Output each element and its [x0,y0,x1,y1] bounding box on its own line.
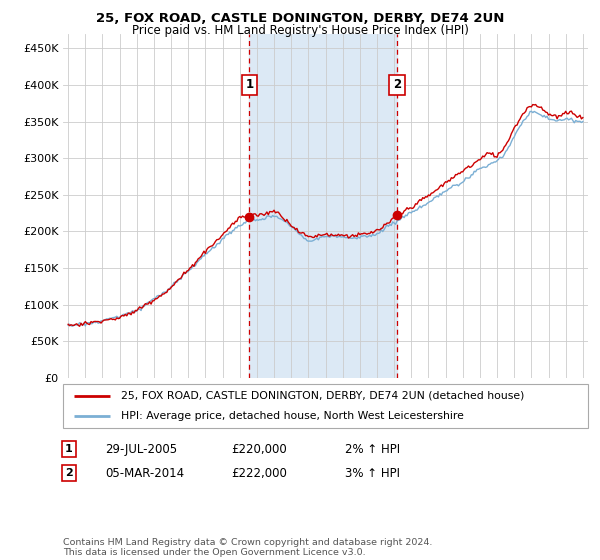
Text: 2: 2 [393,78,401,91]
Text: 25, FOX ROAD, CASTLE DONINGTON, DERBY, DE74 2UN (detached house): 25, FOX ROAD, CASTLE DONINGTON, DERBY, D… [121,391,524,401]
Text: 25, FOX ROAD, CASTLE DONINGTON, DERBY, DE74 2UN: 25, FOX ROAD, CASTLE DONINGTON, DERBY, D… [96,12,504,25]
Bar [250,34,397,378]
Text: 2% ↑ HPI: 2% ↑ HPI [345,442,400,456]
Text: 1: 1 [245,78,254,91]
Text: 3% ↑ HPI: 3% ↑ HPI [345,466,400,480]
Text: Contains HM Land Registry data © Crown copyright and database right 2024.
This d: Contains HM Land Registry data © Crown c… [63,538,433,557]
Text: Price paid vs. HM Land Registry's House Price Index (HPI): Price paid vs. HM Land Registry's House … [131,24,469,37]
Text: HPI: Average price, detached house, North West Leicestershire: HPI: Average price, detached house, Nort… [121,411,464,421]
Text: £220,000: £220,000 [231,442,287,456]
Text: 29-JUL-2005: 29-JUL-2005 [105,442,177,456]
Text: 05-MAR-2014: 05-MAR-2014 [105,466,184,480]
Text: 2: 2 [65,468,73,478]
FancyBboxPatch shape [63,384,588,428]
Text: £222,000: £222,000 [231,466,287,480]
Text: 1: 1 [65,444,73,454]
